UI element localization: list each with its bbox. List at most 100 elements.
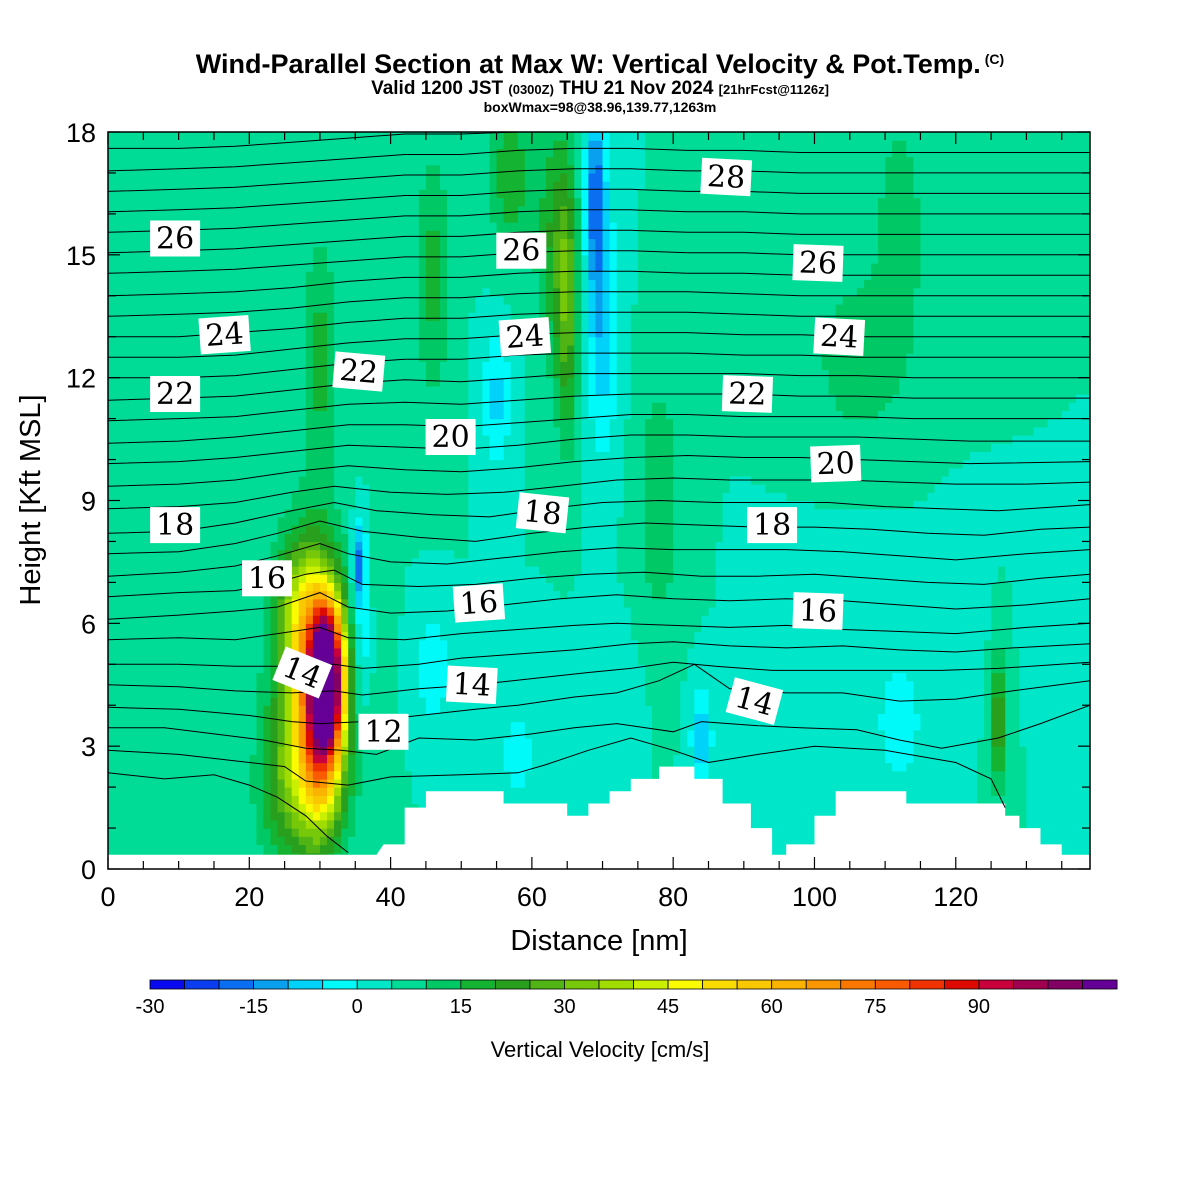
- heatmap-cell: [722, 508, 1090, 518]
- heatmap-cell: [503, 762, 533, 772]
- heatmap-cell: [524, 467, 582, 477]
- heatmap-cell: [574, 303, 582, 313]
- heatmap-cell: [334, 836, 342, 846]
- heatmap-cell: [305, 279, 335, 289]
- heatmap-cell: [828, 328, 914, 338]
- heatmap-cell: [312, 737, 321, 747]
- heatmap-cell: [581, 557, 618, 567]
- heatmap-cell: [524, 361, 547, 371]
- heatmap-cell: [277, 713, 286, 723]
- heatmap-cell: [538, 205, 554, 215]
- heatmap-cell: [305, 721, 314, 731]
- heatmap-cell: [581, 213, 589, 223]
- heatmap-cell: [327, 549, 335, 559]
- heatmap-cell: [256, 836, 272, 846]
- heatmap-cell: [305, 549, 321, 559]
- heatmap-cell: [609, 140, 646, 149]
- heatmap-cell: [694, 737, 710, 747]
- heatmap-cell: [920, 197, 1090, 207]
- heatmap-cell: [546, 263, 554, 272]
- heatmap-cell: [644, 140, 893, 149]
- heatmap-cell: [440, 172, 491, 182]
- heatmap-cell: [305, 377, 314, 387]
- heatmap-cell: [108, 140, 491, 149]
- heatmap-cell: [348, 533, 356, 543]
- heatmap-cell: [722, 533, 1090, 543]
- contour-label-text: 26: [798, 245, 837, 281]
- heatmap-cell: [319, 606, 328, 616]
- heatmap-cell: [581, 279, 589, 289]
- heatmap-cell: [298, 762, 307, 772]
- heatmap-cell: [418, 189, 448, 199]
- heatmap-cell: [609, 344, 618, 354]
- heatmap-cell: [581, 508, 625, 518]
- heatmap-cell: [609, 336, 618, 346]
- heatmap-cell: [1005, 656, 1020, 665]
- contour-label-box: [242, 560, 292, 597]
- heatmap-cell: [913, 287, 1090, 297]
- heatmap-cell: [835, 402, 886, 412]
- heatmap-cell: [348, 647, 356, 657]
- heatmap-cell: [616, 402, 632, 412]
- heatmap-cell: [319, 615, 328, 624]
- contour-label-box: [725, 677, 784, 725]
- heatmap-cell: [312, 598, 328, 608]
- x-tick-label: 80: [658, 882, 688, 912]
- theta-contour-14: [108, 661, 1090, 696]
- heatmap-cell: [355, 574, 363, 583]
- heatmap-cell: [440, 279, 448, 289]
- heatmap-cell: [397, 680, 420, 690]
- heatmap-cell: [256, 721, 265, 731]
- heatmap-cell: [327, 533, 335, 543]
- heatmap-cell: [651, 713, 681, 723]
- heatmap-cell: [334, 737, 342, 747]
- heatmap-cell: [581, 394, 589, 403]
- colorbar-title: Vertical Velocity [cm/s]: [491, 1037, 710, 1062]
- heatmap-cell: [1061, 410, 1090, 420]
- heatmap-cell: [588, 140, 604, 149]
- colorbar-swatch: [564, 979, 600, 990]
- heatmap-cell: [828, 369, 907, 379]
- heatmap-cell: [312, 246, 328, 256]
- heatmap-cell: [312, 746, 321, 755]
- heatmap-cell: [553, 369, 561, 379]
- heatmap-cell: [581, 443, 597, 452]
- heatmap-cell: [108, 263, 314, 272]
- heatmap-cell: [355, 631, 363, 641]
- heatmap-cell: [327, 582, 335, 592]
- heatmap-cell: [468, 467, 526, 477]
- heatmap-cell: [334, 598, 342, 608]
- heatmap-cell: [1019, 647, 1090, 657]
- heatmap-cell: [644, 574, 674, 583]
- heatmap-cell: [418, 328, 448, 338]
- heatmap-cell: [510, 410, 526, 420]
- heatmap-cell: [616, 549, 646, 559]
- heatmap-cell: [284, 631, 293, 641]
- heatmap-cell: [418, 549, 455, 559]
- heatmap-cell: [680, 803, 978, 813]
- heatmap-cell: [574, 197, 582, 207]
- heatmap-cell: [595, 312, 604, 321]
- heatmap-cell: [630, 631, 695, 641]
- heatmap-cell: [524, 369, 547, 379]
- heatmap-cell: [885, 164, 914, 174]
- heatmap-cell: [355, 770, 363, 780]
- heatmap-cell: [991, 705, 1006, 715]
- contour-label: 26: [792, 244, 844, 282]
- heatmap-cell: [574, 172, 582, 182]
- heatmap-cell: [447, 254, 533, 264]
- heatmap-cell: [892, 762, 907, 772]
- heatmap-cell: [489, 148, 498, 158]
- heatmap-cell: [503, 410, 512, 420]
- contour-label: 22: [150, 376, 201, 412]
- contour-label-box: [747, 507, 798, 544]
- heatmap-cell: [263, 778, 272, 788]
- heatmap-cell: [108, 148, 491, 158]
- heatmap-cell: [595, 353, 611, 362]
- heatmap-cell: [312, 385, 328, 395]
- heatmap-cell: [496, 172, 526, 182]
- heatmap-cell: [319, 746, 328, 755]
- contour-label-box: [700, 157, 753, 197]
- heatmap-cell: [362, 598, 370, 608]
- heatmap-cell: [913, 336, 1090, 346]
